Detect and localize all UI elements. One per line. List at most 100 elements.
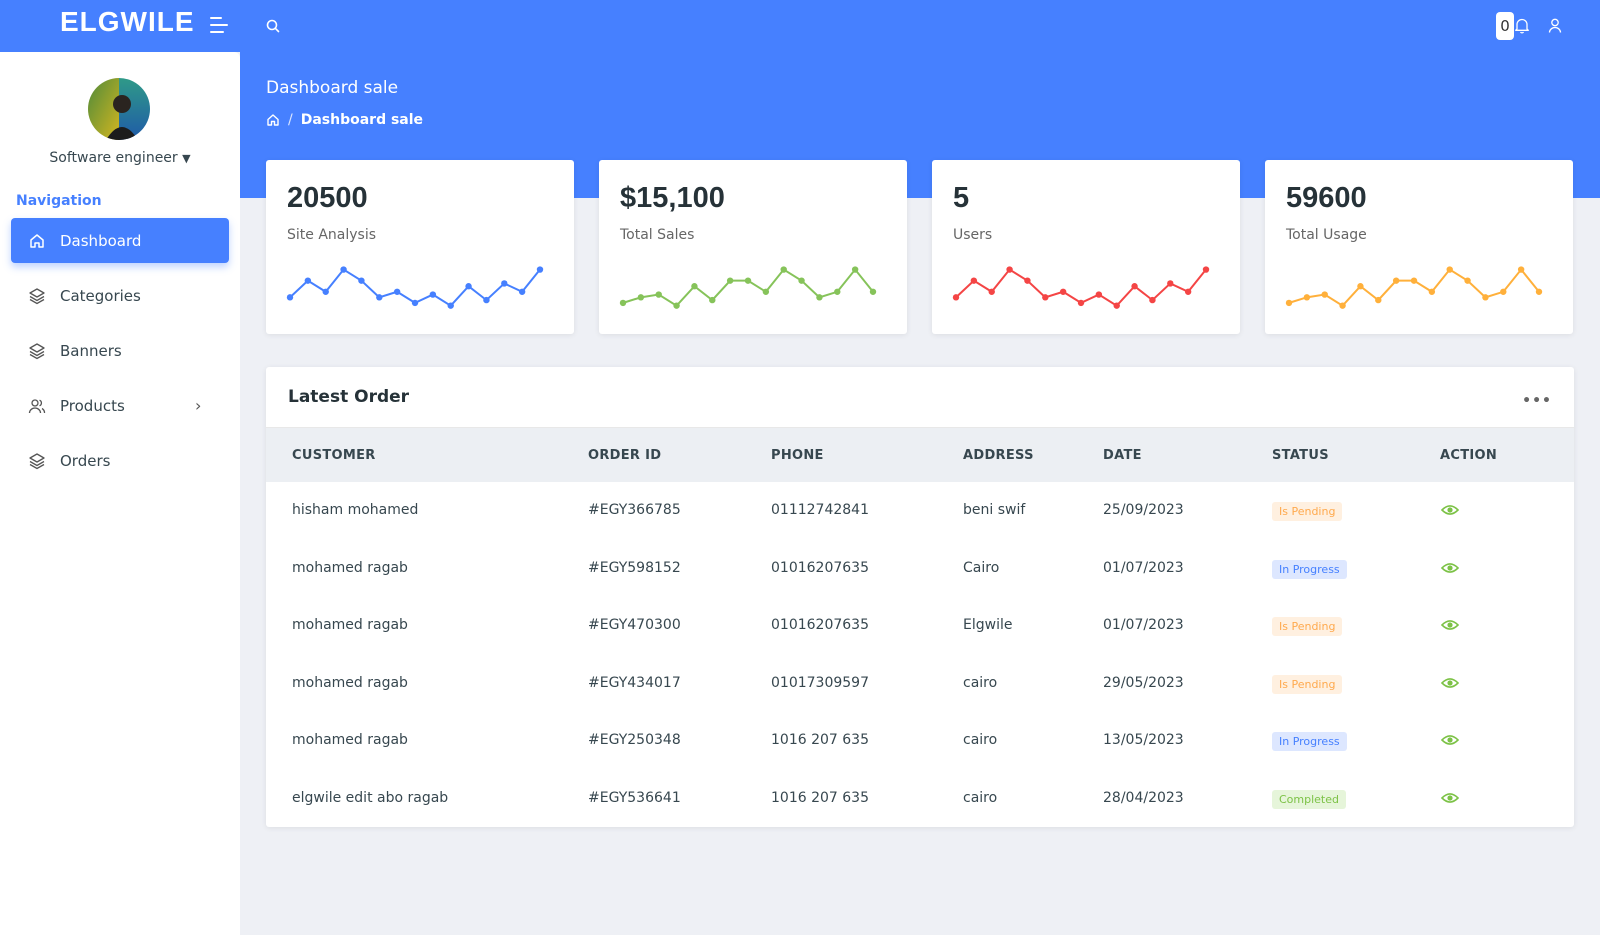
sparkline-point (1024, 277, 1031, 284)
sidebar-item-label: Dashboard (60, 231, 142, 250)
column-header-address[interactable]: ADDRESS (963, 448, 1034, 463)
divider (266, 427, 1574, 428)
home-icon[interactable] (266, 113, 280, 127)
cell-phone: 1016 207 635 (771, 789, 869, 806)
status-badge: In Progress (1272, 732, 1347, 751)
column-header-date[interactable]: DATE (1103, 448, 1142, 463)
brand-logo[interactable]: ELGWILE (60, 6, 195, 37)
view-eye-icon[interactable] (1441, 618, 1459, 632)
sparkline-point (619, 299, 627, 307)
sparkline-point (691, 283, 698, 290)
notification-count[interactable]: 0 (1496, 12, 1514, 40)
cell-customer: mohamed ragab (292, 732, 408, 748)
sidebar-item-categories[interactable]: Categories (11, 273, 229, 318)
sparkline-point (1006, 266, 1013, 273)
sparkline-point (429, 291, 437, 298)
stat-label: Total Usage (1286, 227, 1367, 243)
cell-customer: elgwile edit abo ragab (292, 789, 449, 806)
cell-customer: hisham mohamed (292, 502, 419, 518)
sparkline-chart (952, 266, 1210, 309)
more-options-icon[interactable]: ••• (1522, 393, 1552, 409)
sparkline-point (655, 291, 662, 298)
sparkline-point (1339, 302, 1346, 309)
cell-phone: 01112742841 (771, 502, 869, 518)
status-badge: In Progress (1272, 559, 1347, 579)
sidebar-item-products[interactable]: Products › (11, 383, 229, 428)
user-icon[interactable] (1547, 17, 1563, 34)
table-header: CUSTOMER ORDER ID PHONE ADDRESS DATE STA… (266, 428, 1574, 482)
sparkline-point (1202, 266, 1210, 273)
user-role-dropdown[interactable]: Software engineer ▼ (0, 150, 240, 166)
sidebar-item-banners[interactable]: Banners (11, 328, 229, 373)
sparkline-point (376, 294, 383, 301)
table-row[interactable]: mohamed ragab #EGY598152 01016207635 Cairo 0… (266, 540, 1574, 598)
cell-customer: mohamed ragab (292, 674, 408, 691)
stat-value: 20500 (287, 182, 368, 214)
layers-icon (28, 287, 46, 305)
cell-date: 29/05/2023 (1103, 674, 1184, 691)
sparkline-point (1113, 302, 1120, 309)
sparkline-point (1184, 288, 1192, 295)
home-icon (28, 232, 46, 250)
search-icon[interactable] (265, 18, 281, 34)
stat-card-users: 5 Users (932, 160, 1240, 334)
sparkline-point (780, 266, 787, 273)
table-row[interactable]: elgwile edit abo ragab #EGY536641 1016 207… (266, 770, 1574, 828)
cell-address: Elgwile (963, 617, 1013, 633)
sparkline-point (501, 280, 508, 287)
avatar[interactable] (88, 78, 150, 140)
sparkline-point (1410, 277, 1418, 284)
table-row[interactable]: mohamed ragab #EGY470300 01016207635 Elgwil… (266, 597, 1574, 655)
stat-value: 5 (953, 182, 970, 214)
sparkline-point (358, 277, 365, 284)
column-header-customer[interactable]: CUSTOMER (292, 448, 376, 463)
layers-icon (28, 452, 46, 470)
sparkline-series (1288, 267, 1540, 307)
table-row[interactable]: hisham mohamed #EGY366785 01112742841 beni … (266, 482, 1574, 540)
sparkline-point (744, 277, 752, 284)
view-eye-icon[interactable] (1441, 503, 1459, 517)
view-eye-icon[interactable] (1441, 733, 1459, 747)
sparkline-point (1446, 266, 1453, 273)
cell-phone: 01017309597 (771, 674, 869, 691)
sparkline-point (834, 288, 841, 295)
top-navbar: ELGWILE 0 (0, 0, 1600, 52)
stat-label: Site Analysis (287, 227, 377, 243)
column-header-phone[interactable]: PHONE (771, 448, 824, 463)
cell-date: 25/09/2023 (1103, 502, 1184, 518)
sparkline-point (816, 294, 823, 301)
cell-date: 13/05/2023 (1103, 732, 1184, 748)
column-header-order-id[interactable]: ORDER ID (588, 448, 662, 463)
sparkline-point (1303, 294, 1311, 301)
table-row[interactable]: mohamed ragab #EGY434017 01017309597 cairo 2… (266, 655, 1574, 713)
sparkline-point (1042, 294, 1049, 301)
breadcrumb-current[interactable]: Dashboard sale (300, 112, 424, 128)
sparkline-point (1285, 299, 1293, 307)
view-eye-icon[interactable] (1441, 791, 1459, 805)
sparkline-point (1149, 296, 1156, 304)
column-header-action: ACTION (1440, 448, 1498, 463)
sparkline-point (726, 277, 734, 284)
cell-address: cairo (963, 732, 998, 748)
table-row[interactable]: mohamed ragab #EGY250348 1016 207 635 cairo… (266, 712, 1574, 770)
sidebar-item-orders[interactable]: Orders (11, 438, 229, 483)
cell-address: cairo (963, 674, 998, 691)
bell-icon[interactable] (1514, 17, 1530, 34)
view-eye-icon[interactable] (1441, 561, 1459, 575)
stat-value: $15,100 (620, 182, 725, 214)
status-badge: Is Pending (1272, 674, 1343, 694)
sparkline-point (322, 288, 329, 295)
card-title: Latest Order (288, 387, 410, 407)
sparkline-point (798, 277, 805, 284)
stat-card-total-sales: $15,100 Total Sales (599, 160, 907, 334)
sparkline-point (1535, 288, 1543, 295)
menu-toggle-icon[interactable] (210, 17, 230, 35)
nav-caption: Navigation (16, 193, 102, 209)
cell-date: 01/07/2023 (1103, 559, 1184, 576)
sidebar-item-dashboard[interactable]: Dashboard (11, 218, 229, 263)
view-eye-icon[interactable] (1441, 676, 1459, 690)
sparkline-series (622, 267, 874, 307)
stat-label: Users (953, 227, 993, 243)
caret-down-icon: ▼ (182, 152, 191, 165)
column-header-status[interactable]: STATUS (1272, 448, 1329, 463)
